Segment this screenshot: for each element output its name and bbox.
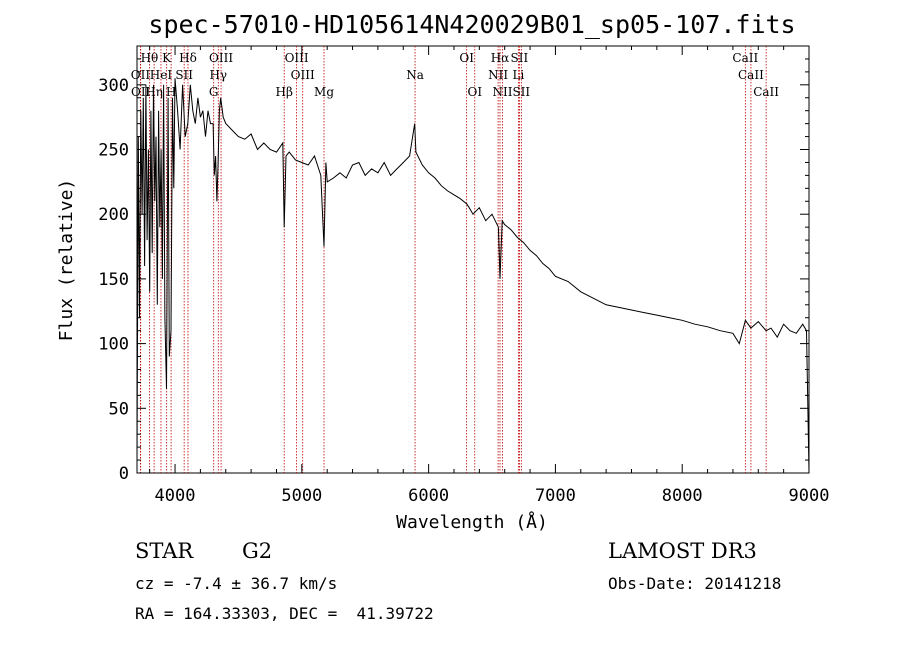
line-label: Hδ [179, 51, 197, 65]
line-label: OII [131, 68, 151, 82]
line-label: SII [512, 85, 530, 99]
line-label: SII [175, 68, 193, 82]
x-tick-label: 5000 [281, 486, 322, 506]
line-label: Hγ [209, 68, 227, 82]
line-label: Hη [145, 85, 163, 99]
line-label: OIII [209, 51, 233, 65]
line-label: HeI [150, 68, 173, 82]
spectrum-line [136, 78, 810, 474]
line-label: NII [493, 85, 513, 99]
x-axis-label: Wavelength (Å) [396, 511, 548, 533]
line-label: Li [512, 68, 524, 82]
line-label: CaII [738, 68, 764, 82]
line-label: G [209, 85, 219, 99]
line-label: Hθ [141, 51, 159, 65]
x-tick-label: 8000 [662, 486, 703, 506]
object-type: STAR [135, 539, 194, 563]
redshift-velocity: cz = -7.4 ± 36.7 km/s [135, 574, 338, 593]
x-axis-ticks: 4000 5000 6000 7000 8000 9000 [149, 46, 830, 506]
observation-date: Obs-Date: 20141218 [608, 574, 782, 593]
y-tick-label: 50 [109, 399, 129, 419]
y-tick-label: 200 [98, 205, 129, 225]
y-tick-label: 0 [119, 464, 129, 484]
line-label: OI [459, 51, 474, 65]
line-label: K [162, 51, 172, 65]
line-label: OI [467, 85, 482, 99]
spectral-line-markers [140, 46, 767, 473]
y-tick-label: 250 [98, 141, 129, 161]
line-label: SII [511, 51, 529, 65]
x-tick-label: 6000 [408, 486, 449, 506]
line-label: OIII [291, 68, 315, 82]
line-label: Mg [314, 85, 334, 99]
plot-frame [136, 45, 810, 474]
y-tick-label: 300 [98, 76, 129, 96]
y-axis-ticks: 0 50 100 150 200 250 300 [98, 58, 809, 484]
x-tick-label: 4000 [155, 486, 196, 506]
y-tick-label: 100 [98, 335, 129, 355]
y-axis-label: Flux (relative) [56, 179, 77, 342]
y-tick-label: 150 [98, 270, 129, 290]
chart-title: spec-57010-HD105614N420029B01_sp05-107.f… [148, 10, 795, 39]
coordinates: RA = 164.33303, DEC = 41.39722 [135, 604, 434, 623]
survey-name: LAMOST DR3 [608, 539, 757, 563]
line-label: CaII [753, 85, 779, 99]
line-label: CaII [732, 51, 758, 65]
line-label: H [166, 85, 176, 99]
line-label: OIII [285, 51, 309, 65]
spectral-subclass: G2 [242, 539, 273, 563]
line-label: NII [488, 68, 508, 82]
x-tick-label: 9000 [789, 486, 830, 506]
line-label: Hβ [276, 85, 293, 99]
x-tick-label: 7000 [535, 486, 576, 506]
line-label: Hα [491, 51, 510, 65]
line-label: Na [406, 68, 424, 82]
